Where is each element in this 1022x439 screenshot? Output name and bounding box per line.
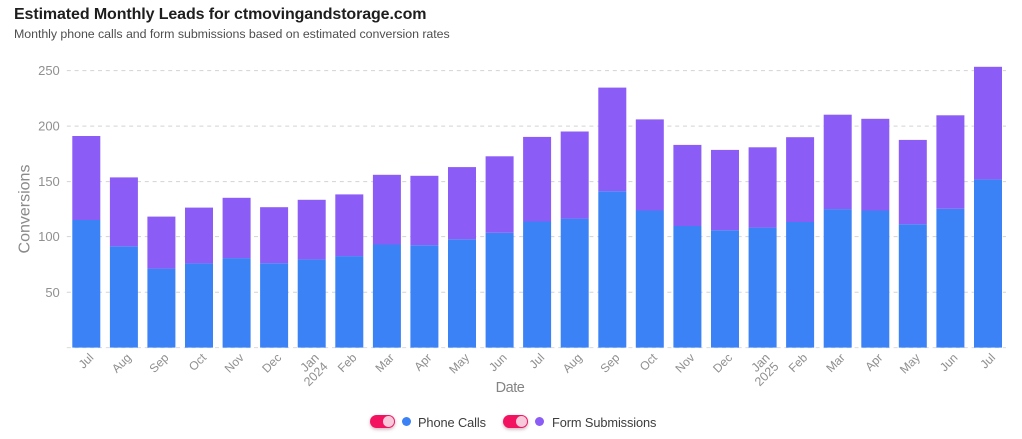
svg-text:Feb: Feb <box>335 350 360 375</box>
svg-text:Sep: Sep <box>147 350 172 375</box>
svg-text:Jun: Jun <box>486 351 510 375</box>
svg-text:Date: Date <box>496 380 525 396</box>
svg-text:Nov: Nov <box>222 351 247 376</box>
svg-text:Sep: Sep <box>597 350 622 375</box>
svg-text:Apr: Apr <box>862 351 885 374</box>
svg-text:Jan2025: Jan2025 <box>743 351 781 389</box>
svg-text:Jul: Jul <box>526 351 547 372</box>
svg-text:Oct: Oct <box>637 350 661 374</box>
svg-text:Jan2024: Jan2024 <box>292 351 330 389</box>
svg-text:Nov: Nov <box>673 351 698 376</box>
svg-text:Mar: Mar <box>823 351 848 376</box>
svg-text:50: 50 <box>45 285 59 300</box>
svg-text:Aug: Aug <box>109 351 134 376</box>
svg-text:250: 250 <box>38 63 60 78</box>
svg-text:Dec: Dec <box>710 351 735 376</box>
svg-text:Conversions: Conversions <box>17 165 34 254</box>
svg-text:Feb: Feb <box>786 350 811 375</box>
svg-text:Oct: Oct <box>186 350 210 374</box>
svg-text:Jul: Jul <box>977 351 998 372</box>
svg-text:150: 150 <box>38 174 60 189</box>
svg-text:Apr: Apr <box>411 351 434 374</box>
svg-text:Aug: Aug <box>560 351 585 376</box>
svg-text:200: 200 <box>38 119 60 134</box>
svg-text:May: May <box>446 351 472 377</box>
svg-text:May: May <box>897 351 923 377</box>
svg-text:100: 100 <box>38 229 60 244</box>
svg-text:Dec: Dec <box>259 351 284 376</box>
svg-text:Mar: Mar <box>373 351 398 376</box>
svg-text:Jul: Jul <box>76 351 97 372</box>
svg-text:Jun: Jun <box>937 351 961 375</box>
